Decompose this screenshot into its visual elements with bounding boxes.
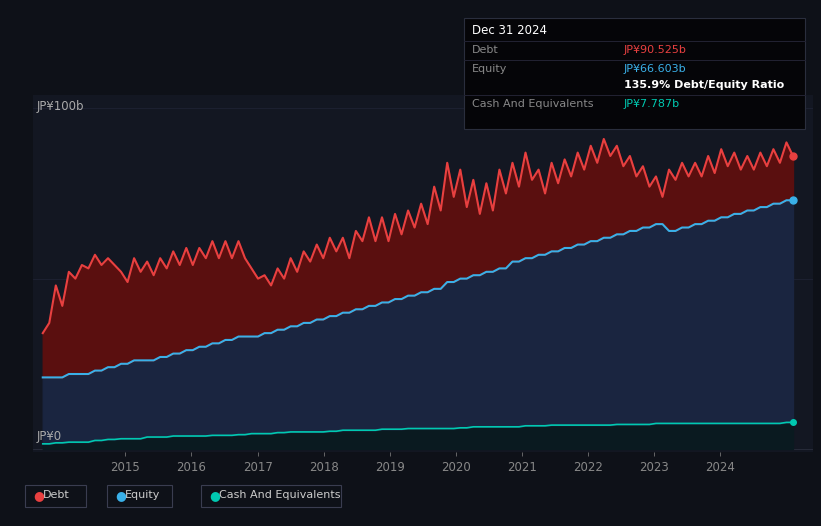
Text: Debt: Debt — [472, 45, 499, 55]
Text: ●: ● — [33, 489, 44, 502]
Text: Equity: Equity — [472, 64, 507, 74]
Text: JP¥66.603b: JP¥66.603b — [624, 64, 686, 74]
Text: Cash And Equivalents: Cash And Equivalents — [472, 99, 594, 109]
Text: Dec 31 2024: Dec 31 2024 — [472, 24, 547, 37]
Text: 135.9% Debt/Equity Ratio: 135.9% Debt/Equity Ratio — [624, 80, 784, 90]
Text: Equity: Equity — [125, 490, 160, 501]
Text: Debt: Debt — [43, 490, 70, 501]
Text: ●: ● — [115, 489, 126, 502]
Text: ●: ● — [209, 489, 220, 502]
Text: Cash And Equivalents: Cash And Equivalents — [219, 490, 341, 501]
Text: JP¥100b: JP¥100b — [37, 100, 85, 113]
Text: JP¥7.787b: JP¥7.787b — [624, 99, 680, 109]
Text: JP¥0: JP¥0 — [37, 430, 62, 443]
Text: JP¥90.525b: JP¥90.525b — [624, 45, 687, 55]
